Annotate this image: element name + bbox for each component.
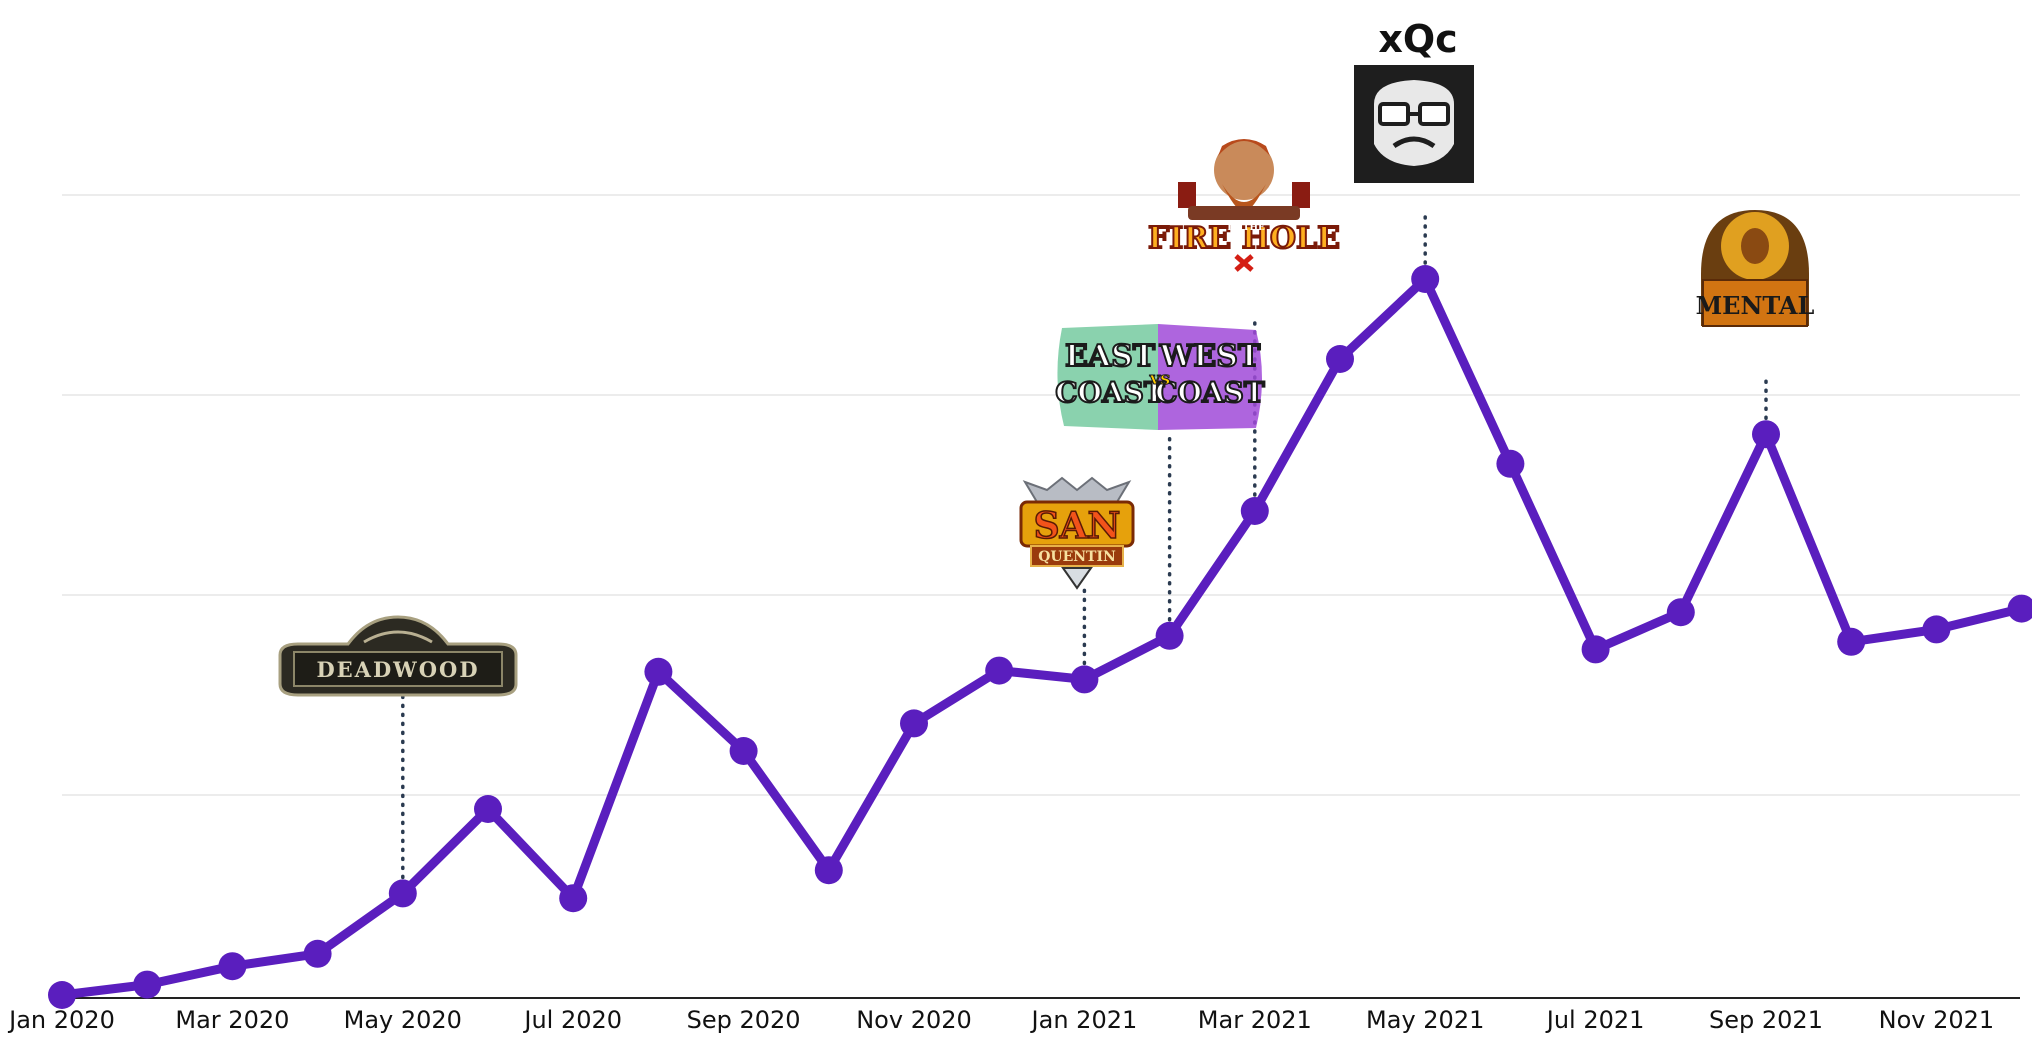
xqc-label: xQc — [1378, 17, 1457, 61]
x-tick-label: Nov 2021 — [1879, 1006, 1995, 1034]
san-quentin-logo-text: SAN — [1034, 505, 1121, 547]
deadwood-logo: DEADWOOD — [278, 615, 518, 697]
svg-text:COAST: COAST — [1155, 376, 1265, 409]
data-point — [474, 795, 502, 823]
x-tick-labels: Jan 2020 Mar 2020 May 2020 Jul 2020 Sep 2020… — [7, 1006, 1994, 1034]
data-point — [1240, 497, 1269, 525]
data-point — [985, 656, 1014, 685]
data-point — [1922, 615, 1951, 644]
data-point — [729, 737, 758, 765]
data-point — [1837, 627, 1866, 656]
xqc-logo — [1354, 65, 1474, 183]
data-point — [1155, 621, 1184, 650]
data-point — [133, 970, 162, 999]
x-tick-label: Mar 2021 — [1198, 1006, 1312, 1034]
svg-text:WEST: WEST — [1159, 339, 1261, 374]
svg-text:EAST: EAST — [1065, 339, 1156, 374]
x-tick-label: May 2020 — [344, 1006, 462, 1034]
svg-text:COAST: COAST — [1055, 376, 1165, 409]
data-points — [48, 265, 2032, 1009]
svg-text:IN THE: IN THE — [1227, 223, 1265, 233]
data-point — [814, 856, 843, 885]
data-point — [1070, 665, 1099, 694]
x-tick-label: Sep 2021 — [1709, 1006, 1823, 1034]
x-tick-label: Jan 2020 — [7, 1006, 115, 1034]
deadwood-logo-text: DEADWOOD — [316, 657, 479, 682]
svg-text:MENTAL: MENTAL — [1696, 291, 1815, 320]
data-point — [388, 879, 417, 908]
data-point — [48, 981, 76, 1009]
data-point — [1411, 265, 1440, 293]
x-tick-label: Jul 2020 — [522, 1006, 622, 1034]
x-tick-label: Sep 2020 — [687, 1006, 801, 1034]
data-point — [1666, 598, 1695, 627]
data-point — [644, 657, 673, 686]
data-point — [2007, 594, 2032, 623]
svg-text:FIRE HOLE: FIRE HOLE — [1148, 221, 1340, 256]
x-tick-label: Jan 2021 — [1030, 1006, 1138, 1034]
data-point — [218, 952, 247, 981]
data-point — [1326, 345, 1354, 373]
svg-text:QUENTIN: QUENTIN — [1038, 549, 1116, 565]
data-point — [1581, 635, 1610, 664]
data-point — [1752, 420, 1780, 449]
series-line — [57, 274, 2027, 1000]
data-point — [559, 884, 588, 913]
x-tick-label: Nov 2020 — [856, 1006, 972, 1034]
data-point — [1496, 449, 1525, 478]
x-tick-label: May 2021 — [1366, 1006, 1484, 1034]
data-point — [900, 709, 928, 738]
x-tick-label: Jul 2021 — [1545, 1006, 1645, 1034]
data-point — [303, 939, 332, 968]
mental-logo: MENTAL — [1696, 210, 1815, 327]
svg-text:vs: vs — [1149, 368, 1171, 389]
san-quentin-logo: SAN QUENTIN — [1019, 476, 1135, 590]
east-coast-west-coast-logo: EAST COAST WEST COAST vs — [1054, 324, 1266, 430]
x-tick-label: Mar 2020 — [175, 1006, 289, 1034]
fire-in-the-hole-logo: FIRE HOLE IN THE — [1147, 139, 1341, 272]
